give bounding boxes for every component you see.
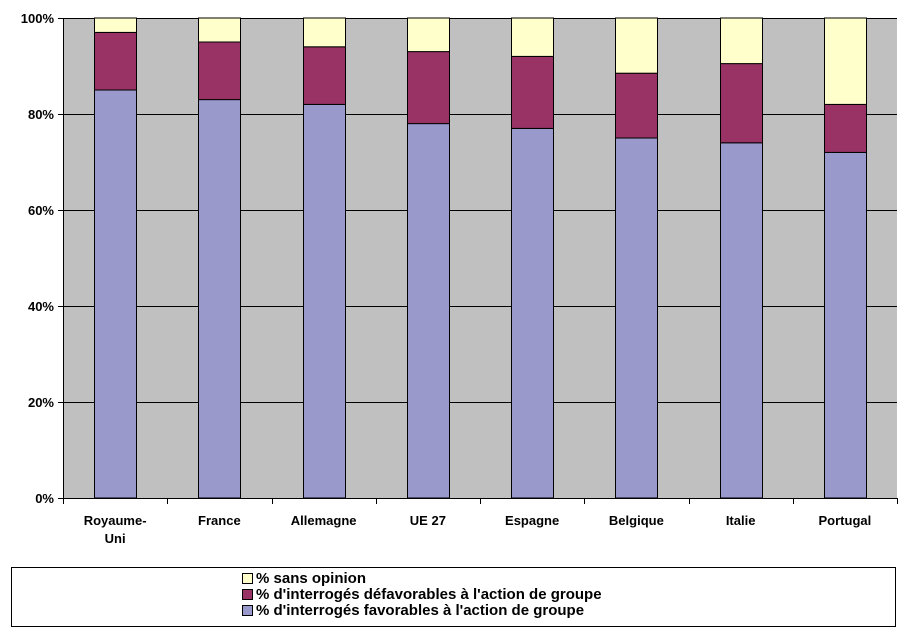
x-tick-label: Portugal <box>819 513 872 528</box>
legend-label-favorables: % d'interrogés favorables à l'action de … <box>256 601 585 619</box>
bar-segment <box>94 89 137 499</box>
bar-segment <box>615 17 658 74</box>
bar-segment <box>94 17 137 33</box>
legend: % sans opinion % d'interrogés défavorabl… <box>11 567 896 627</box>
bar-segment <box>303 103 346 499</box>
bar-segment <box>720 63 763 144</box>
legend-item-defavorables: % d'interrogés défavorables à l'action d… <box>242 585 602 603</box>
x-tick-label: Royaume-Uni <box>84 513 147 546</box>
x-tick-label: Allemagne <box>291 513 357 528</box>
bars <box>94 17 867 499</box>
bar-segment <box>615 72 658 139</box>
x-tick-label: France <box>198 513 241 528</box>
bar-segment <box>824 151 867 499</box>
x-tick-label: Italie <box>726 513 756 528</box>
legend-label-sans-opinion: % sans opinion <box>256 569 367 587</box>
y-tick-label: 40% <box>28 299 54 314</box>
bar-segment <box>198 17 241 43</box>
y-tick-label: 20% <box>28 395 54 410</box>
plot-area <box>63 18 897 498</box>
legend-label-defavorables: % d'interrogés défavorables à l'action d… <box>256 585 602 603</box>
bar-segment <box>407 17 450 53</box>
legend-swatch-defavorables <box>242 588 253 600</box>
legend-item-favorables: % d'interrogés favorables à l'action de … <box>242 601 585 619</box>
bar-segment <box>511 17 554 57</box>
bar-segment <box>720 142 763 499</box>
bar-segment <box>407 123 450 499</box>
legend-item-sans-opinion: % sans opinion <box>242 569 367 587</box>
legend-swatch-sans-opinion <box>242 572 253 584</box>
bar-segment <box>303 17 346 48</box>
bar-segment <box>94 31 137 91</box>
y-tick-label: 80% <box>28 107 54 122</box>
bar-segment <box>198 41 241 101</box>
legend-swatch-favorables <box>242 604 253 616</box>
x-tick-labels: Royaume-Uni France Allemagne UE 27 Espagne Be… <box>84 513 872 546</box>
bar-segment <box>407 51 450 125</box>
bar-segment <box>720 17 763 65</box>
bar-segment <box>824 17 867 105</box>
x-tick-label: Belgique <box>609 513 664 528</box>
bar-segment <box>615 137 658 499</box>
y-tick-label: 100% <box>21 11 55 26</box>
axes <box>58 18 898 504</box>
bar-segment <box>198 99 241 499</box>
y-tick-label: 0% <box>35 491 54 506</box>
x-tick-label: Espagne <box>505 513 559 528</box>
bar-segment <box>511 127 554 499</box>
x-tick-label: UE 27 <box>410 513 446 528</box>
y-tick-label: 60% <box>28 203 54 218</box>
bar-segment <box>511 55 554 129</box>
y-tick-labels: 0% 20% 40% 60% 80% 100% <box>21 11 55 506</box>
bar-segment <box>824 103 867 153</box>
bar-segment <box>303 46 346 105</box>
